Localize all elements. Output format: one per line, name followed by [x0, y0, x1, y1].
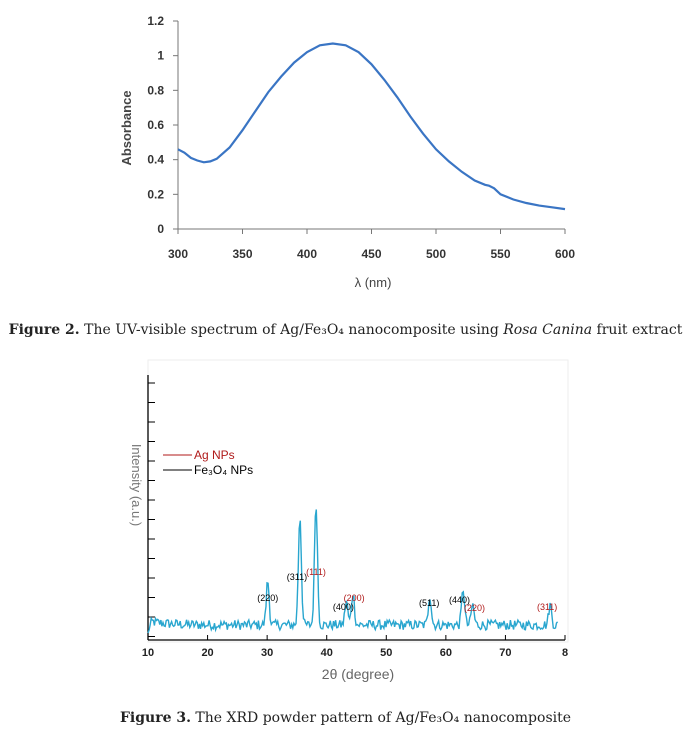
xrd-peak-label: (220) [257, 593, 278, 603]
xrd-chart: 10 20 30 40 50 60 70 8 (220)(311) (111)(400)(200… [129, 359, 569, 682]
xrd-x-tick-label: 40 [321, 647, 333, 659]
uv-x-tick-label: 350 [232, 247, 252, 261]
figure-3-label: Figure 3. [119, 710, 191, 726]
figure-2-caption: Figure 2. The UV-visible spectrum of Ag/… [8, 322, 683, 338]
xrd-x-tick-label: 50 [380, 647, 392, 659]
xrd-peak-label: (220) [464, 603, 485, 613]
uv-y-tick-label: 0 [157, 222, 164, 236]
xrd-x-tick-label: 30 [261, 647, 273, 659]
uv-vis-chart: 0 0.2 0.4 0.6 0.8 1 1.2 300 350 400 450 500 550 600 λ… [119, 14, 575, 290]
uv-absorbance-line [177, 42, 566, 211]
legend-ag-label: Ag NPs [194, 448, 235, 462]
legend-fe3o4-label: Fe₃O₄ NPs [194, 463, 253, 477]
uv-y-tick-label: 0.6 [147, 118, 164, 132]
xrd-x-tick-label: 8 [562, 647, 568, 659]
xrd-x-tick-label: 70 [499, 647, 511, 659]
figure-2-label: Figure 2. [8, 322, 80, 338]
xrd-peak-label: (311) [287, 572, 307, 582]
xrd-legend: Ag NPs Fe₃O₄ NPs [163, 448, 253, 477]
xrd-peak-label: (311) [537, 602, 557, 612]
xrd-peak-label: (111) [306, 567, 326, 577]
uv-y-tick-label: 0.4 [147, 153, 164, 167]
xrd-x-tick-label: 10 [142, 647, 154, 659]
xrd-peak-label: (400) [333, 602, 354, 612]
xrd-x-tick-label: 20 [201, 647, 213, 659]
uv-y-tick-label: 1 [157, 49, 164, 63]
uv-y-axis-label: Absorbance [119, 90, 134, 165]
xrd-x-axis-label: 2θ (degree) [322, 666, 394, 682]
xrd-x-tick-label: 60 [440, 647, 452, 659]
uv-y-tick-label: 0.2 [147, 187, 164, 201]
uv-y-tick-label: 1.2 [147, 14, 164, 28]
uv-x-tick-label: 600 [555, 247, 575, 261]
uv-x-tick-label: 300 [168, 247, 188, 261]
xrd-peak-label: (511) [419, 598, 439, 608]
uv-x-tick-label: 400 [297, 247, 317, 261]
uv-x-tick-label: 500 [426, 247, 446, 261]
xrd-pattern-line [147, 509, 559, 634]
xrd-peak-label: (200) [344, 593, 365, 603]
uv-x-axis-label: λ (nm) [355, 275, 392, 290]
uv-x-tick-label: 550 [490, 247, 510, 261]
uv-x-tick-label: 450 [361, 247, 381, 261]
figure-3-caption: Figure 3. The XRD powder pattern of Ag/F… [119, 710, 572, 726]
uv-y-tick-label: 0.8 [147, 83, 164, 97]
xrd-peak-label: (440) [449, 595, 470, 605]
xrd-y-axis-label: Intensity (a.u.) [129, 444, 144, 526]
